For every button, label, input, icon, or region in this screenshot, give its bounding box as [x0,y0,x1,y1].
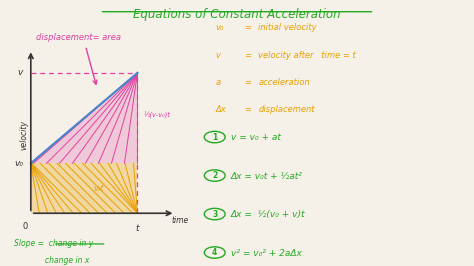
Text: v: v [18,68,23,77]
Text: =: = [244,51,251,60]
Text: v: v [216,51,221,60]
Text: displacement= area: displacement= area [36,33,120,41]
Text: Δx =  ½(v₀ + v)t: Δx = ½(v₀ + v)t [231,210,305,219]
Text: Δx = v₀t + ½at²: Δx = v₀t + ½at² [231,172,303,181]
Text: v₀: v₀ [14,159,23,168]
Text: 0: 0 [22,222,28,231]
Text: initial velocity: initial velocity [258,23,317,32]
Text: Equations of Constant Acceleration: Equations of Constant Acceleration [133,8,341,21]
Text: 2: 2 [212,171,218,180]
Text: 4: 4 [212,248,218,257]
Text: Slope =  change in y: Slope = change in y [14,239,93,248]
Text: ½(v-v₀)t: ½(v-v₀)t [143,112,170,119]
Text: v₀: v₀ [216,23,224,32]
Text: a: a [216,78,221,87]
Text: =: = [244,78,251,87]
Text: velocity after   time = t: velocity after time = t [258,51,356,60]
Text: Δx: Δx [216,105,227,114]
Text: 1: 1 [212,132,218,142]
Text: t: t [136,224,139,233]
Text: displacement: displacement [258,105,315,114]
Text: v₀t: v₀t [93,184,104,193]
Polygon shape [31,163,137,213]
Text: v² = v₀² + 2aΔx: v² = v₀² + 2aΔx [231,249,302,258]
Text: time: time [172,216,189,225]
Text: velocity: velocity [19,120,28,150]
Text: =: = [244,105,251,114]
Text: v = v₀ + at: v = v₀ + at [231,134,281,142]
Text: change in x: change in x [14,256,90,265]
Text: acceleration: acceleration [258,78,310,87]
Text: 3: 3 [212,210,218,219]
Polygon shape [31,73,137,163]
Text: =: = [244,23,251,32]
